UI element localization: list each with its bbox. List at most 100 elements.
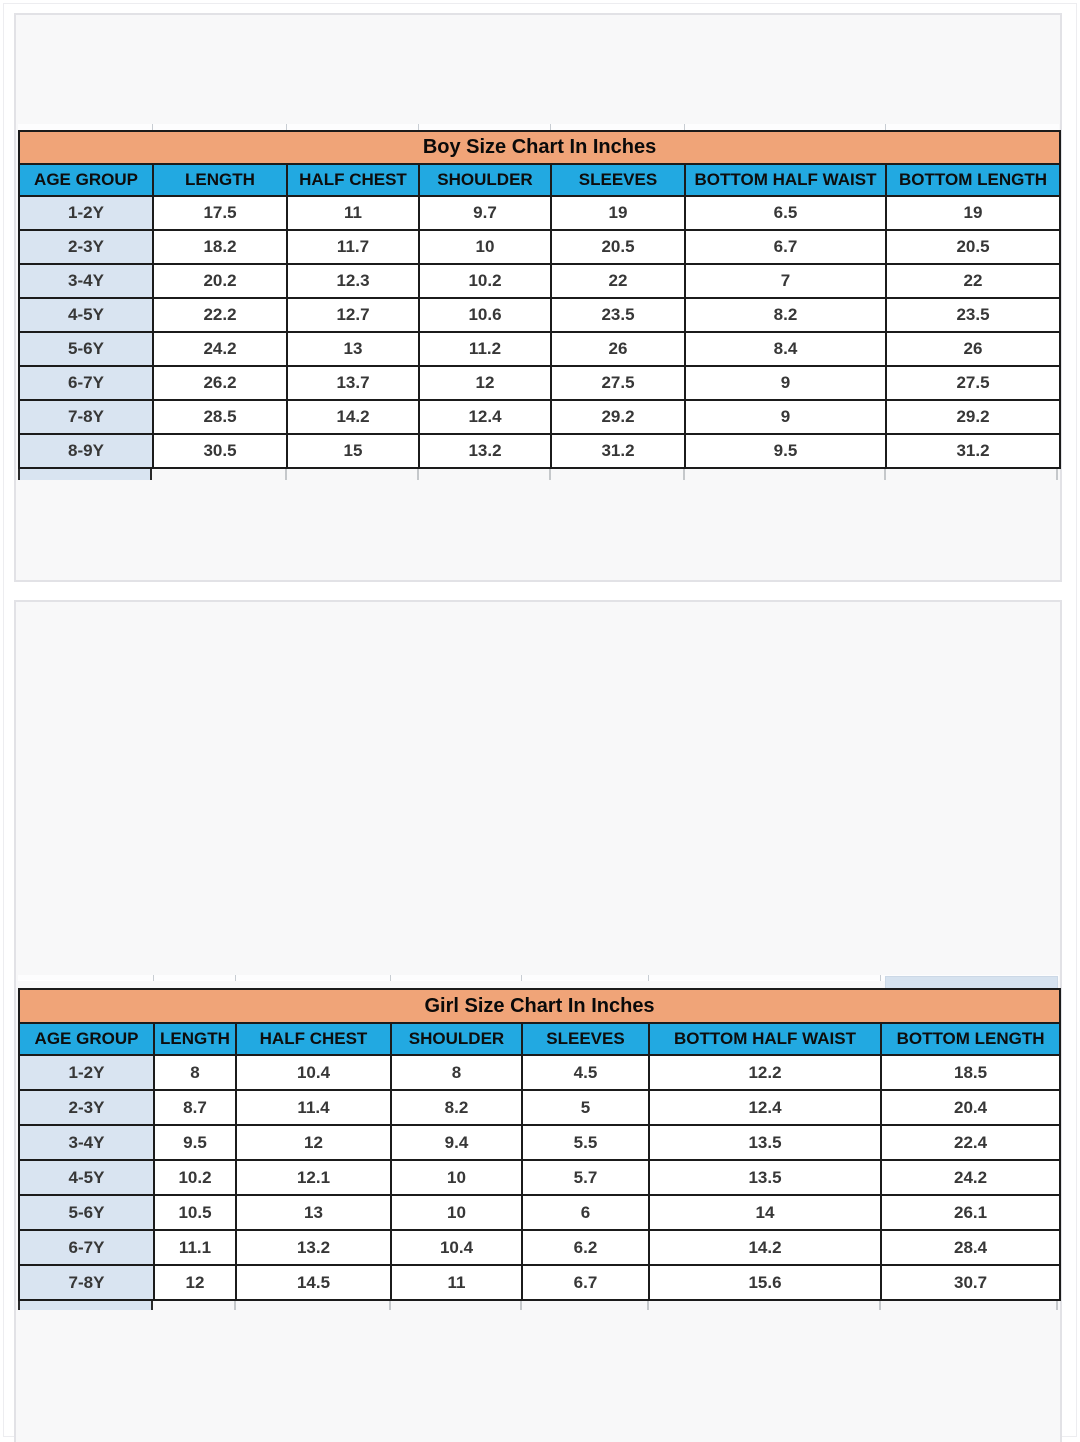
table-row: 4-5Y 10.2 12.1 10 5.7 13.5 24.2 bbox=[18, 1159, 1062, 1196]
value-cell: 18.2 bbox=[152, 229, 288, 265]
spreadsheet-edge-artifact bbox=[18, 975, 1059, 981]
table-header-row: AGE GROUP LENGTH HALF CHEST SHOULDER SLE… bbox=[18, 1022, 1062, 1056]
value-cell: 13.5 bbox=[648, 1124, 882, 1161]
table-row: 8-9Y 30.5 15 13.2 31.2 9.5 31.2 bbox=[18, 433, 1062, 469]
value-cell: 31.2 bbox=[884, 433, 1062, 469]
age-group-cell: 7-8Y bbox=[18, 399, 154, 435]
value-cell: 19 bbox=[884, 195, 1062, 231]
value-cell: 7 bbox=[684, 263, 887, 299]
value-cell: 8.2 bbox=[390, 1089, 523, 1126]
value-cell: 10 bbox=[418, 229, 552, 265]
value-cell: 27.5 bbox=[884, 365, 1062, 401]
age-group-cell: 8-9Y bbox=[18, 433, 154, 469]
girl-table-area: Girl Size Chart In Inches AGE GROUP LENG… bbox=[17, 975, 1062, 1310]
table-row: 4-5Y 22.2 12.7 10.6 23.5 8.2 23.5 bbox=[18, 297, 1062, 333]
value-cell: 13.7 bbox=[286, 365, 420, 401]
value-cell: 5.7 bbox=[521, 1159, 650, 1196]
value-cell: 5.5 bbox=[521, 1124, 650, 1161]
value-cell: 14 bbox=[648, 1194, 882, 1231]
value-cell: 12.3 bbox=[286, 263, 420, 299]
value-cell: 10.4 bbox=[235, 1054, 392, 1091]
value-cell: 26.1 bbox=[879, 1194, 1062, 1231]
value-cell: 13 bbox=[286, 331, 420, 367]
value-cell: 10.2 bbox=[418, 263, 552, 299]
age-group-cell: 4-5Y bbox=[18, 1159, 155, 1196]
table-row: 5-6Y 24.2 13 11.2 26 8.4 26 bbox=[18, 331, 1062, 367]
age-group-cell: 3-4Y bbox=[18, 1124, 155, 1161]
age-group-cell: 4-5Y bbox=[18, 297, 154, 333]
value-cell: 10.4 bbox=[390, 1229, 523, 1266]
cropped-next-row-artifact bbox=[18, 469, 1059, 480]
value-cell: 28.5 bbox=[152, 399, 288, 435]
value-cell: 12 bbox=[418, 365, 552, 401]
age-group-cell: 6-7Y bbox=[18, 365, 154, 401]
value-cell: 20.5 bbox=[550, 229, 686, 265]
table-row: 2-3Y 8.7 11.4 8.2 5 12.4 20.4 bbox=[18, 1089, 1062, 1126]
age-group-cell: 7-8Y bbox=[18, 1264, 155, 1301]
value-cell: 13.2 bbox=[418, 433, 552, 469]
table-row: 3-4Y 9.5 12 9.4 5.5 13.5 22.4 bbox=[18, 1124, 1062, 1161]
boy-table-area: Boy Size Chart In Inches AGE GROUP LENGT… bbox=[17, 124, 1062, 480]
age-group-cell: 2-3Y bbox=[18, 229, 154, 265]
col-sleeves: SLEEVES bbox=[521, 1022, 650, 1056]
value-cell: 10 bbox=[390, 1159, 523, 1196]
value-cell: 31.2 bbox=[550, 433, 686, 469]
value-cell: 26 bbox=[550, 331, 686, 367]
col-bottom-length: BOTTOM LENGTH bbox=[884, 163, 1062, 197]
value-cell: 14.5 bbox=[235, 1264, 392, 1301]
value-cell: 14.2 bbox=[648, 1229, 882, 1266]
table-row: 1-2Y 8 10.4 8 4.5 12.2 18.5 bbox=[18, 1054, 1062, 1091]
value-cell: 24.2 bbox=[152, 331, 288, 367]
value-cell: 11.7 bbox=[286, 229, 420, 265]
value-cell: 22.2 bbox=[152, 297, 288, 333]
col-shoulder: SHOULDER bbox=[390, 1022, 523, 1056]
table-row: 7-8Y 28.5 14.2 12.4 29.2 9 29.2 bbox=[18, 399, 1062, 435]
table-header-row: AGE GROUP LENGTH HALF CHEST SHOULDER SLE… bbox=[18, 163, 1062, 197]
value-cell: 9 bbox=[684, 365, 887, 401]
value-cell: 11.1 bbox=[153, 1229, 237, 1266]
value-cell: 30.7 bbox=[879, 1264, 1062, 1301]
value-cell: 12.4 bbox=[418, 399, 552, 435]
girl-size-chart-image: Girl Size Chart In Inches AGE GROUP LENG… bbox=[14, 600, 1062, 1442]
table-title-row: Boy Size Chart In Inches bbox=[17, 130, 1062, 165]
value-cell: 29.2 bbox=[884, 399, 1062, 435]
value-cell: 6.5 bbox=[684, 195, 887, 231]
value-cell: 22.4 bbox=[879, 1124, 1062, 1161]
age-group-cell: 1-2Y bbox=[18, 1054, 155, 1091]
age-group-cell: 3-4Y bbox=[18, 263, 154, 299]
spreadsheet-edge-artifact bbox=[18, 124, 1059, 130]
value-cell: 6.7 bbox=[684, 229, 887, 265]
value-cell: 10.2 bbox=[153, 1159, 237, 1196]
value-cell: 8 bbox=[390, 1054, 523, 1091]
value-cell: 8.2 bbox=[684, 297, 887, 333]
value-cell: 20.2 bbox=[152, 263, 288, 299]
value-cell: 13 bbox=[235, 1194, 392, 1231]
value-cell: 22 bbox=[884, 263, 1062, 299]
value-cell: 12.2 bbox=[648, 1054, 882, 1091]
col-age-group: AGE GROUP bbox=[18, 163, 154, 197]
age-group-cell: 5-6Y bbox=[18, 1194, 155, 1231]
value-cell: 18.5 bbox=[879, 1054, 1062, 1091]
value-cell: 26.2 bbox=[152, 365, 288, 401]
age-group-cell: 1-2Y bbox=[18, 195, 154, 231]
col-sleeves: SLEEVES bbox=[550, 163, 686, 197]
value-cell: 28.4 bbox=[879, 1229, 1062, 1266]
value-cell: 8 bbox=[153, 1054, 237, 1091]
value-cell: 29.2 bbox=[550, 399, 686, 435]
table-row: 6-7Y 26.2 13.7 12 27.5 9 27.5 bbox=[18, 365, 1062, 401]
table-row: 5-6Y 10.5 13 10 6 14 26.1 bbox=[18, 1194, 1062, 1231]
value-cell: 9.5 bbox=[153, 1124, 237, 1161]
value-cell: 17.5 bbox=[152, 195, 288, 231]
col-length: LENGTH bbox=[153, 1022, 237, 1056]
col-length: LENGTH bbox=[152, 163, 288, 197]
table-body: 1-2Y 17.5 11 9.7 19 6.5 19 2-3Y 18.2 11.7 10 20.5 6.… bbox=[18, 195, 1062, 469]
value-cell: 14.2 bbox=[286, 399, 420, 435]
value-cell: 12 bbox=[153, 1264, 237, 1301]
value-cell: 6.7 bbox=[521, 1264, 650, 1301]
age-group-cell: 2-3Y bbox=[18, 1089, 155, 1126]
value-cell: 19 bbox=[550, 195, 686, 231]
table-row: 6-7Y 11.1 13.2 10.4 6.2 14.2 28.4 bbox=[18, 1229, 1062, 1266]
col-half-chest: HALF CHEST bbox=[235, 1022, 392, 1056]
value-cell: 11.2 bbox=[418, 331, 552, 367]
value-cell: 13.2 bbox=[235, 1229, 392, 1266]
